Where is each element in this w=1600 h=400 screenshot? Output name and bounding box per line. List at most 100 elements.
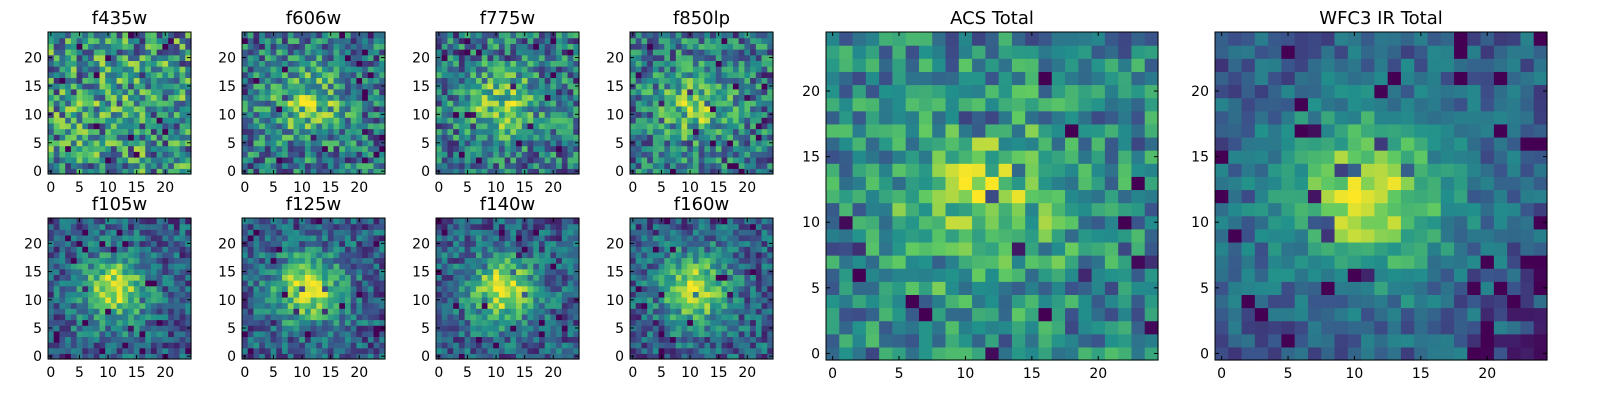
- heatmap-cell: [567, 274, 574, 281]
- heatmap-cell: [99, 234, 106, 242]
- heatmap-cell: [630, 291, 637, 298]
- heatmap-cell: [727, 280, 734, 287]
- heatmap-cell: [692, 105, 700, 113]
- heatmap-cell: [544, 251, 551, 259]
- heatmap-cell: [333, 71, 340, 79]
- heatmap-cell: [145, 218, 152, 225]
- heatmap-cell: [727, 162, 734, 169]
- heatmap-cell: [458, 257, 466, 264]
- heatmap-cell: [658, 296, 665, 304]
- heatmap-cell: [59, 302, 66, 309]
- heatmap-cell: [436, 308, 443, 315]
- heatmap-cell: [670, 88, 677, 96]
- heatmap-cell: [327, 139, 335, 147]
- heatmap-cell: [93, 32, 101, 39]
- heatmap-cell: [458, 156, 466, 164]
- heatmap-cell: [304, 83, 312, 90]
- heatmap-cell: [59, 263, 66, 270]
- heatmap-cell: [82, 263, 89, 270]
- heatmap-cell: [721, 342, 728, 349]
- heatmap-cell: [344, 223, 352, 230]
- heatmap-cell: [59, 168, 66, 175]
- heatmap-cell: [476, 291, 483, 298]
- heatmap-cell: [630, 94, 637, 101]
- heatmap-cell: [339, 251, 346, 259]
- heatmap-cell: [99, 302, 106, 309]
- heatmap-cell: [128, 94, 135, 101]
- heatmap-cell: [350, 234, 357, 242]
- heatmap-cell: [498, 77, 506, 84]
- heatmap-cell: [630, 100, 637, 107]
- heatmap-cell: [162, 263, 169, 270]
- heatmap-cell: [755, 83, 763, 90]
- heatmap-cell: [59, 240, 66, 247]
- heatmap-cell: [750, 313, 757, 321]
- heatmap-cell: [93, 60, 101, 67]
- heatmap-cell: [373, 60, 380, 67]
- heatmap-cell: [641, 111, 648, 118]
- heatmap-cell: [179, 100, 186, 107]
- heatmap-cell: [253, 66, 260, 73]
- heatmap-cell: [299, 156, 306, 164]
- heatmap-cell: [293, 353, 300, 360]
- heatmap-cell: [350, 128, 357, 135]
- heatmap-cell: [567, 336, 574, 343]
- heatmap-cell: [476, 60, 483, 67]
- heatmap-cell: [704, 151, 711, 158]
- heatmap-cell: [105, 71, 112, 79]
- heatmap-cell: [755, 122, 763, 130]
- heatmap-cell: [556, 88, 563, 96]
- heatmap-cell: [630, 122, 637, 130]
- heatmap-cell: [493, 223, 500, 230]
- heatmap-cell: [116, 291, 123, 298]
- heatmap-cell: [362, 234, 369, 242]
- heatmap-cell: [327, 60, 335, 67]
- heatmap-cell: [367, 263, 375, 270]
- heatmap-cell: [510, 105, 517, 113]
- heatmap-cell: [316, 257, 323, 264]
- heatmap-cell: [162, 330, 169, 338]
- heatmap-cell: [322, 54, 329, 61]
- heatmap-cell: [453, 246, 460, 253]
- heatmap-cell: [168, 274, 175, 281]
- heatmap-cell: [675, 60, 683, 67]
- heatmap-cell: [715, 54, 723, 61]
- heatmap-cell: [287, 218, 295, 225]
- heatmap-cell: [704, 105, 711, 113]
- heatmap-cell: [652, 145, 660, 152]
- heatmap-cell: [379, 134, 386, 141]
- heatmap-cell: [567, 54, 574, 61]
- heatmap-cell: [276, 263, 283, 270]
- heatmap-cell: [259, 94, 266, 101]
- heatmap-cell: [65, 117, 72, 124]
- heatmap-cell: [287, 94, 295, 101]
- heatmap-cell: [247, 162, 255, 169]
- heatmap-cell: [761, 313, 768, 321]
- heatmap-cell: [350, 37, 357, 44]
- heatmap-cell: [373, 156, 380, 164]
- heatmap-cell: [487, 128, 494, 135]
- heatmap-cell: [670, 336, 677, 343]
- heatmap-cell: [122, 139, 129, 147]
- heatmap-cell: [105, 285, 112, 292]
- heatmap-cell: [767, 100, 774, 107]
- heatmap-cell: [133, 313, 141, 321]
- heatmap-cell: [658, 302, 665, 309]
- heatmap-cell: [350, 251, 357, 259]
- heatmap-cell: [641, 145, 648, 152]
- heatmap-cell: [767, 122, 774, 130]
- heatmap-cell: [110, 156, 118, 164]
- heatmap-cell: [721, 100, 728, 107]
- heatmap-cell: [242, 302, 249, 309]
- heatmap-cell: [527, 308, 534, 315]
- heatmap-cell: [168, 168, 175, 175]
- heatmap-cell: [379, 105, 386, 113]
- heatmap-cell: [133, 128, 141, 135]
- heatmap-cell: [276, 83, 283, 90]
- heatmap-cell: [333, 77, 340, 84]
- heatmap-cell: [116, 105, 123, 113]
- heatmap-cells: [436, 32, 580, 175]
- heatmap-cell: [310, 229, 317, 236]
- heatmap-cell: [732, 291, 740, 298]
- heatmap-cell: [721, 330, 728, 338]
